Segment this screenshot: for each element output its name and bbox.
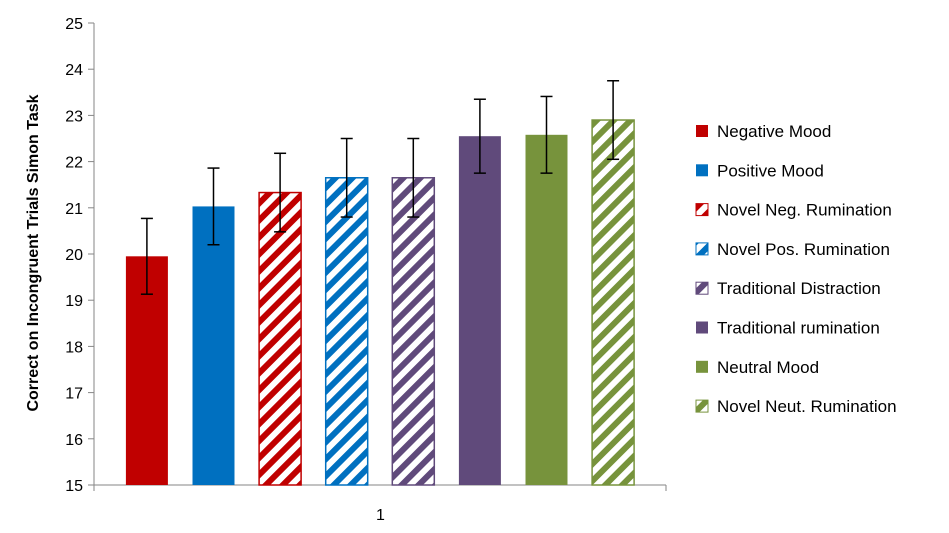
legend-swatch bbox=[695, 242, 709, 256]
bar-novel-pos-rumination bbox=[324, 177, 369, 486]
legend-label: Novel Neut. Rumination bbox=[717, 397, 897, 416]
bar-traditional-distraction bbox=[391, 177, 436, 486]
y-tick-label: 25 bbox=[65, 16, 83, 33]
error-bar-novel-neg-rumination bbox=[274, 152, 287, 233]
axes: 15 16 17 18 19 20 21 22 23 24 25 1 bbox=[65, 16, 667, 524]
bar-novel-neg-rumination bbox=[258, 191, 302, 486]
error-bar-positive-mood bbox=[207, 167, 220, 246]
legend-swatch bbox=[696, 125, 708, 137]
bars bbox=[125, 119, 635, 486]
legend-label: Negative Mood bbox=[717, 122, 831, 141]
legend-swatch bbox=[696, 321, 708, 334]
legend-label: Novel Pos. Rumination bbox=[717, 240, 890, 259]
y-tick-label: 19 bbox=[65, 293, 83, 310]
error-bar-negative-mood bbox=[140, 217, 153, 295]
y-tick-label: 15 bbox=[65, 478, 83, 495]
error-bars bbox=[140, 80, 620, 295]
legend: Negative Mood Positive Mood Novel Neg. Rum… bbox=[695, 122, 897, 416]
x-tick-label: 1 bbox=[376, 507, 385, 524]
bar-novel-neut-rumination bbox=[591, 119, 635, 486]
error-bar-novel-pos-rumination bbox=[340, 137, 353, 218]
y-tick-label: 21 bbox=[65, 201, 83, 218]
legend-label: Traditional rumination bbox=[717, 319, 880, 338]
legend-label: Positive Mood bbox=[717, 161, 824, 180]
legend-item-novel-neg-rumination: Novel Neg. Rumination bbox=[695, 201, 892, 220]
legend-item-traditional-distraction: Traditional Distraction bbox=[695, 279, 881, 298]
legend-item-negative-mood: Negative Mood bbox=[696, 122, 831, 141]
legend-swatch bbox=[695, 281, 709, 295]
error-bar-traditional-rumination bbox=[473, 98, 486, 174]
bar-positive-mood bbox=[192, 206, 235, 485]
legend-swatch bbox=[696, 360, 708, 373]
y-tick-label: 22 bbox=[65, 155, 83, 172]
y-tick-label: 17 bbox=[65, 386, 83, 403]
y-tick-label: 20 bbox=[65, 247, 83, 264]
error-bar-novel-neut-rumination bbox=[607, 80, 620, 161]
legend-item-novel-pos-rumination: Novel Pos. Rumination bbox=[695, 240, 890, 259]
error-bar-neutral-mood bbox=[540, 95, 553, 174]
legend-item-positive-mood: Positive Mood bbox=[696, 161, 824, 180]
y-tick-label: 16 bbox=[65, 432, 83, 449]
bar-traditional-rumination bbox=[458, 136, 501, 485]
legend-item-novel-neut-rumination: Novel Neut. Rumination bbox=[695, 397, 897, 416]
y-tick-label: 23 bbox=[65, 108, 83, 125]
bar-neutral-mood bbox=[525, 134, 568, 485]
legend-label: Traditional Distraction bbox=[717, 279, 881, 298]
legend-swatch bbox=[695, 399, 709, 413]
legend-swatch bbox=[696, 164, 708, 177]
legend-item-traditional-rumination: Traditional rumination bbox=[696, 319, 880, 338]
legend-item-neutral-mood: Neutral Mood bbox=[696, 358, 819, 377]
error-bar-traditional-distraction bbox=[407, 137, 420, 218]
y-axis-title: Correct on Incongruent Trials Simon Task bbox=[25, 94, 42, 411]
y-tick-label: 24 bbox=[65, 62, 83, 79]
y-tick-label: 18 bbox=[65, 339, 83, 356]
legend-label: Novel Neg. Rumination bbox=[717, 201, 892, 220]
legend-label: Neutral Mood bbox=[717, 358, 819, 377]
legend-swatch bbox=[695, 203, 709, 217]
